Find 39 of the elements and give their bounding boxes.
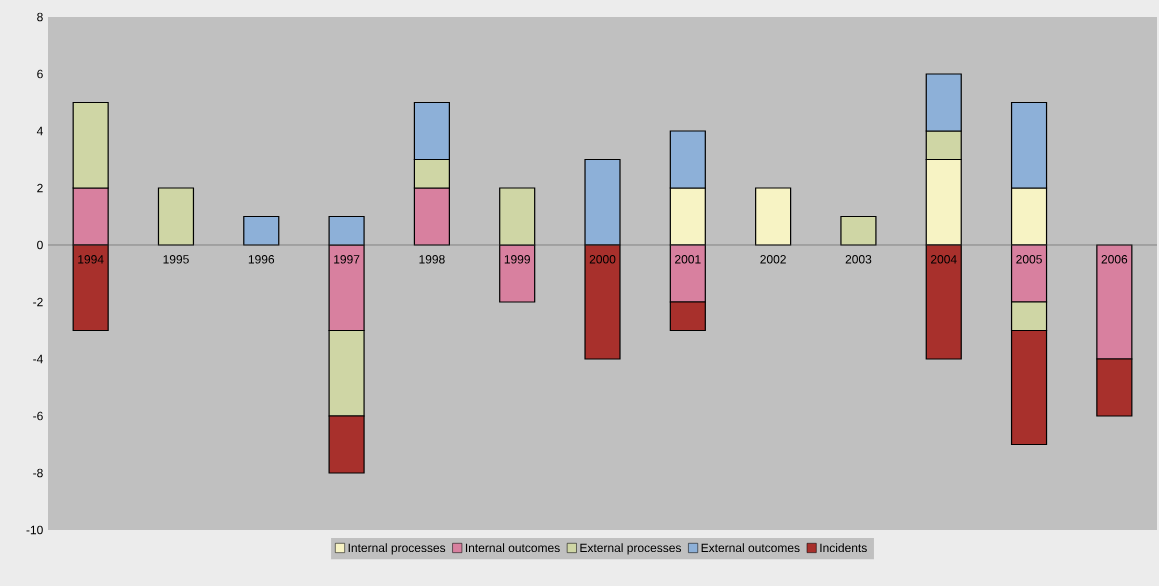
x-tick-label: 1998 xyxy=(419,255,445,264)
x-tick-label: 2000 xyxy=(589,255,616,264)
bar xyxy=(755,187,792,246)
x-tick-label: 2003 xyxy=(845,255,872,264)
bar xyxy=(243,215,280,246)
x-tick-label: 2005 xyxy=(1016,255,1042,264)
x-tick-label: 1999 xyxy=(504,255,530,264)
legend-label: Internal outcomes xyxy=(465,543,560,553)
x-tick-label: 1995 xyxy=(163,255,189,264)
y-tick-label: -6 xyxy=(33,411,43,421)
bar xyxy=(584,244,621,360)
legend-label: External outcomes xyxy=(701,543,800,553)
legend-label: External processes xyxy=(580,543,682,555)
x-tick-label: 1994 xyxy=(78,255,104,264)
bar xyxy=(925,244,962,360)
y-tick-label: -4 xyxy=(33,354,43,364)
bar xyxy=(840,215,877,246)
bar xyxy=(157,187,195,246)
y-tick-label: 0 xyxy=(37,240,43,250)
y-tick-label: 2 xyxy=(37,183,43,193)
bar xyxy=(499,244,536,303)
legend-label: Internal processes xyxy=(348,543,446,555)
y-tick-label: -2 xyxy=(33,297,43,307)
x-tick-label: 2006 xyxy=(1101,255,1128,264)
bar xyxy=(72,244,109,332)
bar xyxy=(328,215,365,246)
y-tick-label: 8 xyxy=(37,12,43,22)
x-tick-label: 2002 xyxy=(760,255,786,264)
y-tick-label: 6 xyxy=(37,69,43,79)
y-tick-label: 4 xyxy=(36,126,43,136)
x-tick-label: 1996 xyxy=(248,255,275,264)
legend-label: Incidents xyxy=(820,543,867,553)
bar xyxy=(499,187,536,246)
bar xyxy=(584,158,621,246)
y-tick-label: -8 xyxy=(33,468,43,478)
x-tick-label: 2004 xyxy=(931,255,957,264)
x-tick-label: 2001 xyxy=(675,255,701,264)
x-tick-label: 1997 xyxy=(334,255,360,264)
y-tick-label: -10 xyxy=(26,525,43,535)
